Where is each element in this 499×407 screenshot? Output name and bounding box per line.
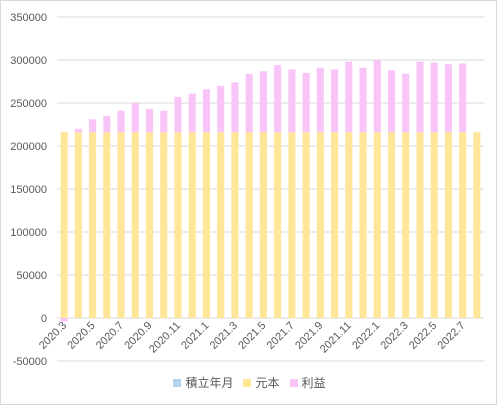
bar-segment xyxy=(345,132,353,318)
bar-segment xyxy=(217,132,225,318)
x-tick-label: 2020.11 xyxy=(147,320,183,356)
bar-segment xyxy=(245,73,253,133)
y-tick-label: 200000 xyxy=(10,141,47,153)
bar-segment xyxy=(473,132,481,318)
x-tick-label: 2022.5 xyxy=(407,320,439,352)
bar-segment xyxy=(202,132,211,318)
bar-segment xyxy=(402,132,410,318)
bar-segment xyxy=(387,70,396,133)
bar-segment xyxy=(217,85,225,133)
y-tick-label: 50000 xyxy=(16,270,47,282)
x-tick-label: 2022.3 xyxy=(379,320,411,352)
bar-segment xyxy=(89,132,97,318)
bar-segment xyxy=(174,132,182,318)
bar-segment xyxy=(74,128,82,133)
bar-segment xyxy=(188,93,196,133)
y-tick-label: 100000 xyxy=(10,227,47,239)
x-tick-label: 2022.7 xyxy=(435,320,467,352)
bar-segment xyxy=(245,132,253,318)
legend-entry: 利益 xyxy=(289,374,326,391)
bar-segment xyxy=(117,110,125,133)
bar-segment xyxy=(145,132,154,318)
legend-entry: 積立年月 xyxy=(173,374,233,391)
x-tick-label: 2021.5 xyxy=(236,320,268,352)
y-tick-label: -50000 xyxy=(13,356,47,368)
legend: 積立年月 元本 利益 xyxy=(0,374,499,391)
bar-segment xyxy=(174,96,182,133)
legend-swatch xyxy=(243,378,252,387)
bar-segment xyxy=(359,67,367,133)
bar-segment xyxy=(373,132,381,318)
y-axis-tick-labels: -50000 0 50000 100000 150000 200000 250000 3000… xyxy=(10,12,47,368)
bar-segment xyxy=(231,132,239,318)
y-tick-label: 150000 xyxy=(10,184,47,196)
bar-segment xyxy=(117,132,125,318)
bar-segment xyxy=(430,132,438,318)
bar-segment xyxy=(302,132,310,318)
bar-segment xyxy=(444,64,452,133)
bar-segment xyxy=(316,132,324,318)
bar-segment xyxy=(89,119,97,133)
bar-segment xyxy=(444,132,452,318)
bar-segment xyxy=(60,318,68,322)
y-tick-label: 250000 xyxy=(10,98,47,110)
bar-segment xyxy=(345,61,353,133)
bar-segment xyxy=(416,61,424,133)
bar-segment xyxy=(316,67,324,133)
bar-segment xyxy=(160,132,168,318)
legend-label: 元本 xyxy=(255,376,280,390)
bar-segment xyxy=(416,132,424,318)
x-tick-label: 2022.1 xyxy=(350,320,382,352)
x-tick-label: 2020.7 xyxy=(94,320,126,352)
bar-segment xyxy=(274,65,282,133)
legend-label: 利益 xyxy=(301,376,326,390)
bar-segment xyxy=(402,73,410,133)
x-tick-label: 2020.5 xyxy=(65,320,97,352)
bar-segment xyxy=(160,110,168,133)
bar-segment xyxy=(430,62,438,133)
legend-label: 積立年月 xyxy=(185,376,234,390)
bars xyxy=(60,60,481,322)
bar-segment xyxy=(330,69,339,133)
bar-segment xyxy=(103,115,111,133)
x-axis-tick-labels: 2020.32020.52020.72020.92020.112021.1202… xyxy=(37,320,468,356)
stacked-bar-chart: -50000 0 50000 100000 150000 200000 250000 3000… xyxy=(10,12,484,368)
x-tick-label: 2021.11 xyxy=(318,320,354,356)
bar-segment xyxy=(459,63,467,133)
bar-segment xyxy=(373,60,381,133)
legend-swatch xyxy=(289,378,298,387)
bar-segment xyxy=(231,82,239,133)
bar-segment xyxy=(288,69,296,133)
y-tick-label: 350000 xyxy=(10,12,47,24)
bar-segment xyxy=(359,132,367,318)
bar-segment xyxy=(202,89,211,133)
bar-segment xyxy=(459,132,467,318)
grid-lines xyxy=(57,16,484,362)
bar-segment xyxy=(131,103,139,133)
bar-segment xyxy=(302,72,310,133)
x-tick-label: 2021.3 xyxy=(208,320,240,352)
bar-segment xyxy=(274,132,282,318)
legend-swatch xyxy=(173,378,182,387)
bar-segment xyxy=(259,132,267,318)
bar-segment xyxy=(188,132,196,318)
bar-segment xyxy=(330,132,339,318)
x-tick-label: 2021.7 xyxy=(265,320,297,352)
bar-segment xyxy=(131,132,139,318)
bar-segment xyxy=(103,132,111,318)
bar-segment xyxy=(74,132,82,318)
bar-segment xyxy=(387,132,396,318)
y-tick-label: 300000 xyxy=(10,55,47,67)
legend-entry: 元本 xyxy=(243,374,280,391)
bar-segment xyxy=(145,109,154,133)
y-tick-label: 0 xyxy=(41,313,47,325)
x-tick-label: 2021.1 xyxy=(179,320,211,352)
bar-segment xyxy=(259,71,267,133)
bar-segment xyxy=(60,132,68,318)
bar-segment xyxy=(288,132,296,318)
